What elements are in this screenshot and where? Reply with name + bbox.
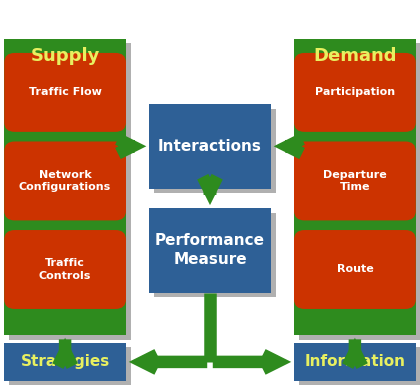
Text: Performance
Measure: Performance Measure	[155, 233, 265, 267]
Text: Strategies: Strategies	[21, 355, 110, 369]
FancyBboxPatch shape	[299, 347, 420, 385]
Text: Network
Configurations: Network Configurations	[19, 170, 111, 192]
FancyBboxPatch shape	[154, 109, 276, 193]
FancyBboxPatch shape	[149, 208, 271, 293]
Text: Participation: Participation	[315, 87, 395, 97]
Text: Information: Information	[304, 355, 405, 369]
FancyBboxPatch shape	[4, 53, 126, 132]
Text: Interactions: Interactions	[158, 139, 262, 154]
Text: Demand: Demand	[313, 47, 396, 65]
FancyBboxPatch shape	[294, 141, 416, 220]
FancyBboxPatch shape	[154, 213, 276, 297]
FancyBboxPatch shape	[294, 38, 416, 335]
Text: Traffic Flow: Traffic Flow	[29, 87, 102, 97]
Text: Supply: Supply	[30, 47, 100, 65]
FancyBboxPatch shape	[294, 53, 416, 132]
FancyBboxPatch shape	[294, 230, 416, 309]
Text: Traffic
Controls: Traffic Controls	[39, 258, 91, 281]
Text: Route: Route	[336, 264, 373, 275]
FancyBboxPatch shape	[299, 43, 420, 340]
FancyBboxPatch shape	[4, 141, 126, 220]
Text: Departure
Time: Departure Time	[323, 170, 387, 192]
FancyBboxPatch shape	[9, 43, 131, 340]
FancyBboxPatch shape	[294, 343, 416, 381]
FancyBboxPatch shape	[9, 347, 131, 385]
FancyBboxPatch shape	[4, 343, 126, 381]
FancyBboxPatch shape	[149, 104, 271, 189]
FancyBboxPatch shape	[4, 38, 126, 335]
FancyBboxPatch shape	[4, 230, 126, 309]
